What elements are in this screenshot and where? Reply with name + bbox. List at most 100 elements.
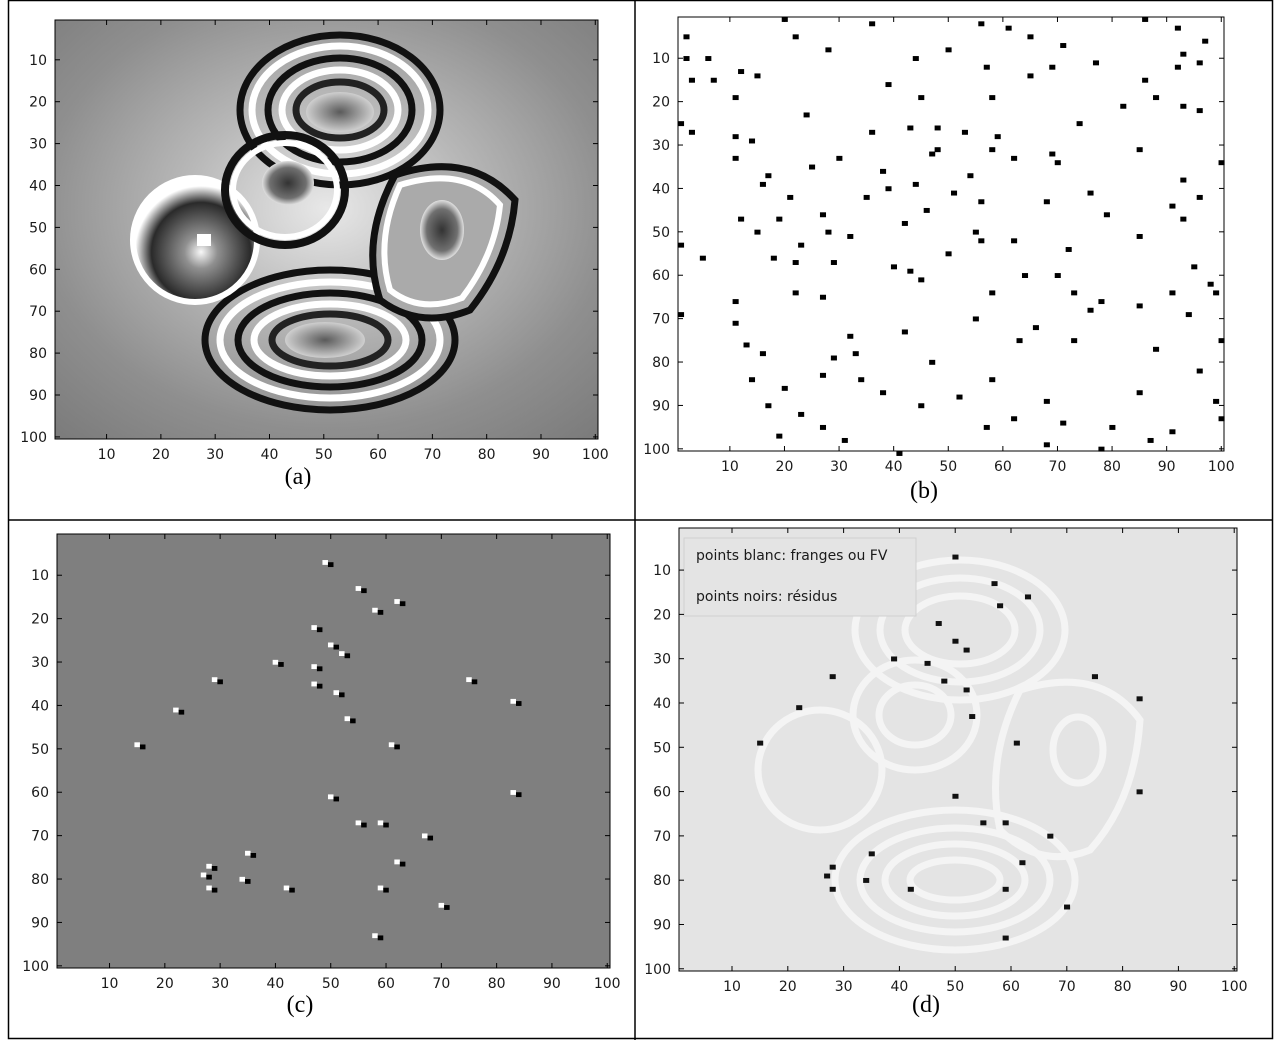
panel-d-legend-box xyxy=(683,537,917,617)
residue-point xyxy=(1005,25,1012,31)
residue-point xyxy=(776,216,783,222)
residue-point xyxy=(1196,194,1203,200)
residue-negative xyxy=(316,627,323,633)
residue-negative xyxy=(350,718,356,724)
residue-negative xyxy=(316,683,323,689)
y-tick-label: 60 xyxy=(31,785,49,801)
residue-point xyxy=(1002,935,1009,941)
residue-point xyxy=(1019,860,1026,866)
y-tick-label: 90 xyxy=(652,398,670,414)
residue-point xyxy=(952,554,959,560)
residue-point xyxy=(819,294,827,300)
residue-point xyxy=(991,581,998,587)
residue-point xyxy=(868,851,875,857)
residue-point xyxy=(1076,121,1083,127)
residue-point xyxy=(1169,290,1176,296)
residue-point xyxy=(710,77,717,83)
residue-point xyxy=(1032,325,1039,331)
y-tick-label: 90 xyxy=(29,388,47,404)
panel-a-caption: (a) xyxy=(285,464,312,490)
residue-point xyxy=(890,264,897,270)
residue-point xyxy=(918,95,925,101)
residue-point xyxy=(824,873,831,879)
residue-negative xyxy=(139,744,146,750)
residue-negative xyxy=(339,692,345,698)
residue-point xyxy=(1016,338,1023,344)
residue-point xyxy=(1049,151,1056,157)
residue-point xyxy=(732,320,739,326)
x-tick-label: 80 xyxy=(488,976,506,992)
residue-point xyxy=(792,260,799,265)
residue-point xyxy=(1136,390,1143,396)
x-tick-label: 60 xyxy=(1002,979,1020,995)
y-tick-label: 10 xyxy=(653,563,671,579)
residue-point xyxy=(1024,594,1032,600)
residue-point xyxy=(809,164,816,170)
residue-point xyxy=(1054,273,1061,278)
residue-point xyxy=(912,56,919,61)
residue-point xyxy=(972,229,979,235)
residue-point xyxy=(1142,17,1149,22)
residue-negative xyxy=(333,796,340,802)
residue-point xyxy=(907,268,914,274)
residue-positive xyxy=(421,833,428,839)
residue-point xyxy=(1180,216,1187,222)
x-tick-label: 20 xyxy=(779,979,797,995)
y-tick-label: 40 xyxy=(652,181,670,197)
residue-point xyxy=(1071,290,1078,296)
residue-point xyxy=(1021,273,1029,278)
residue-point xyxy=(972,316,979,322)
residue-point xyxy=(738,69,745,75)
panel-d-axes-frame xyxy=(678,527,1238,972)
residue-point xyxy=(1120,103,1127,109)
residue-point xyxy=(803,112,810,118)
residue-positive xyxy=(394,599,400,604)
residue-point xyxy=(1213,290,1220,296)
residue-point xyxy=(1049,64,1056,70)
residue-point xyxy=(901,329,908,335)
residue-negative xyxy=(245,879,251,884)
x-tick-label: 10 xyxy=(101,976,119,992)
residue-point xyxy=(869,129,876,135)
residue-point xyxy=(748,138,756,144)
y-tick-label: 60 xyxy=(653,785,671,801)
x-tick-label: 80 xyxy=(1103,459,1121,475)
residue-positive xyxy=(272,659,279,665)
residue-point xyxy=(759,181,766,187)
residue-point xyxy=(951,190,958,196)
panel-c: 10 20 30 40 50 60 70 80 90 100 10 20 30 40 50 60 70 80 90 1… xyxy=(22,533,621,1018)
residue-point xyxy=(678,121,685,127)
panel-b-residue-marks xyxy=(678,17,1225,456)
residue-negative xyxy=(278,662,284,667)
panel-a-axes-frame xyxy=(54,19,599,440)
residue-point xyxy=(923,207,930,213)
residue-point xyxy=(989,290,996,296)
residue-point xyxy=(732,299,739,305)
residue-point xyxy=(792,290,799,296)
y-tick-label: 10 xyxy=(31,568,49,584)
y-tick-label: 100 xyxy=(644,962,671,978)
residue-point xyxy=(885,82,892,88)
residue-point xyxy=(967,173,974,179)
x-tick-label: 10 xyxy=(98,447,116,463)
residue-point xyxy=(1202,38,1209,44)
residue-point xyxy=(732,95,739,101)
x-tick-label: 30 xyxy=(206,447,224,463)
y-tick-label: 20 xyxy=(652,95,670,111)
residue-positive xyxy=(311,664,317,670)
x-tick-label: 100 xyxy=(1208,459,1235,475)
y-tick-label: 50 xyxy=(652,225,670,241)
y-tick-label: 20 xyxy=(29,95,47,111)
panel-d-caption: (d) xyxy=(912,992,940,1018)
residue-point xyxy=(798,242,805,248)
residue-point xyxy=(1071,338,1078,344)
residue-point xyxy=(705,56,712,61)
y-tick-label: 80 xyxy=(31,872,49,888)
residue-point xyxy=(1196,60,1203,66)
residue-point xyxy=(683,56,690,61)
residue-point xyxy=(1011,155,1018,161)
x-tick-label: 20 xyxy=(156,976,174,992)
panel-a: 10 20 30 40 50 60 70 80 90 100 10 20 30 40 50 60 70 80 90 1… xyxy=(20,19,609,490)
residue-point xyxy=(880,390,887,396)
panel-a-phase-image xyxy=(55,20,598,439)
